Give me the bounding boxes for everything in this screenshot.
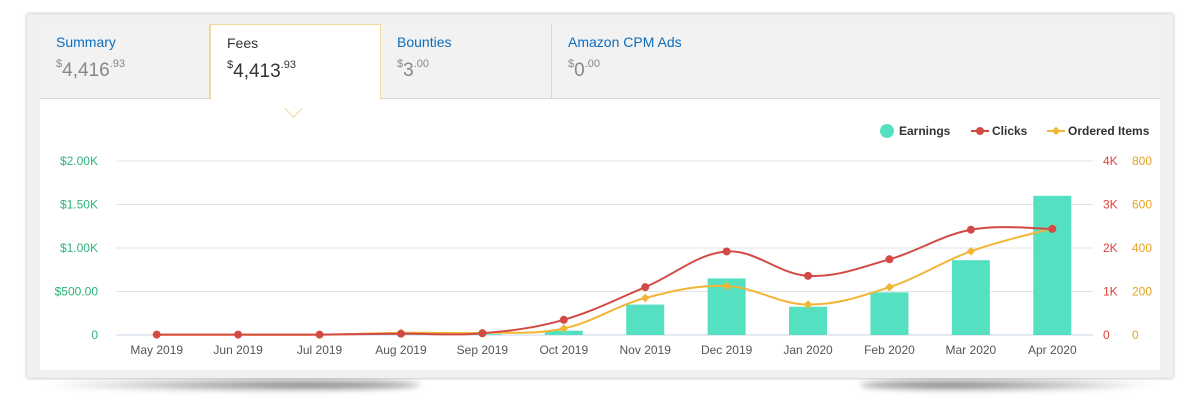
clicks-line <box>156 226 1053 336</box>
ordered-items-line <box>156 227 1053 336</box>
clicks-point <box>641 283 650 292</box>
tab-fees[interactable]: Fees $4,413.93 <box>210 24 381 100</box>
tab-summary-value: $4,416.93 <box>56 58 125 81</box>
x-tick-label: Feb 2020 <box>864 343 915 357</box>
x-tick-label: Mar 2020 <box>946 343 997 357</box>
tab-fees-value: $4,413.93 <box>227 59 296 82</box>
ordered-items-point <box>885 282 894 292</box>
legend-ordered-items-marker <box>1051 126 1061 136</box>
y-tick-label-ordered-items: 800 <box>1132 154 1152 168</box>
earnings-bar <box>544 330 583 335</box>
earnings-bar <box>626 304 665 335</box>
legend-clicks-marker <box>976 127 984 135</box>
earnings-bar <box>789 306 828 335</box>
x-tick-label: Nov 2019 <box>620 343 672 357</box>
clicks-point <box>234 330 243 339</box>
x-tick-label: Sep 2019 <box>457 343 509 357</box>
tab-amazon-cpm-ads-label: Amazon CPM Ads <box>568 34 682 50</box>
x-tick-label: Dec 2019 <box>701 343 753 357</box>
legend-earnings-marker <box>880 124 894 138</box>
tab-amazon-cpm-ads[interactable]: Amazon CPM Ads $0.00 <box>552 24 752 98</box>
y-tick-label-earnings: $500.00 <box>55 285 99 299</box>
y-tick-label-clicks: 4K <box>1103 154 1118 168</box>
y-tick-label-clicks: 3K <box>1103 198 1118 212</box>
earnings-bar <box>1033 195 1072 335</box>
tab-summary-label: Summary <box>56 34 116 50</box>
x-tick-label: Jan 2020 <box>783 343 833 357</box>
tab-summary[interactable]: Summary $4,416.93 <box>40 24 210 98</box>
tab-bounties-label: Bounties <box>397 34 452 50</box>
legend-label-ordered-items: Ordered Items <box>1068 124 1150 138</box>
tab-bounties-value: $3.00 <box>397 58 429 81</box>
y-tick-label-clicks: 0 <box>1103 328 1110 342</box>
ordered-items-point <box>559 324 569 333</box>
y-tick-label-earnings: $2.00K <box>60 154 98 168</box>
y-tick-label-ordered-items: 400 <box>1132 241 1152 255</box>
clicks-point <box>559 315 568 324</box>
y-tick-label-earnings: $1.00K <box>60 241 98 255</box>
clicks-point <box>396 329 405 338</box>
clicks-point <box>966 225 975 234</box>
clicks-point <box>722 247 731 256</box>
legend-label-clicks: Clicks <box>992 124 1028 138</box>
clicks-point <box>315 330 324 339</box>
tab-amazon-cpm-ads-value: $0.00 <box>568 58 600 81</box>
clicks-point <box>152 330 161 339</box>
y-tick-label-clicks: 1K <box>1103 285 1118 299</box>
x-tick-label: Oct 2019 <box>539 343 588 357</box>
y-tick-label-ordered-items: 0 <box>1132 328 1139 342</box>
clicks-point <box>885 255 894 264</box>
x-tick-label: Jun 2019 <box>213 343 263 357</box>
frame-shadow-right <box>860 378 1160 392</box>
ordered-items-point <box>640 293 650 303</box>
tab-bounties[interactable]: Bounties $3.00 <box>381 24 552 98</box>
clicks-point <box>804 271 813 280</box>
y-tick-label-earnings: 0 <box>91 328 98 342</box>
summary-tab-bar: Summary $4,416.93 Fees $4,413.93 Bountie… <box>40 24 1160 100</box>
frame-shadow-left <box>40 378 420 392</box>
legend-label-earnings: Earnings <box>899 124 951 138</box>
x-tick-label: Jul 2019 <box>297 343 343 357</box>
earnings-bar <box>870 292 909 335</box>
clicks-point <box>478 329 487 338</box>
y-tick-label-earnings: $1.50K <box>60 198 98 212</box>
earnings-bar <box>951 260 990 335</box>
y-tick-label-clicks: 2K <box>1103 241 1118 255</box>
x-tick-label: Aug 2019 <box>375 343 427 357</box>
ordered-items-point <box>803 300 813 309</box>
clicks-point <box>1048 224 1057 233</box>
y-tick-label-ordered-items: 200 <box>1132 285 1152 299</box>
x-tick-label: May 2019 <box>130 343 183 357</box>
ordered-items-point <box>722 281 731 291</box>
y-tick-label-ordered-items: 600 <box>1132 198 1152 212</box>
x-tick-label: Apr 2020 <box>1028 343 1077 357</box>
tab-fees-label: Fees <box>227 35 259 51</box>
